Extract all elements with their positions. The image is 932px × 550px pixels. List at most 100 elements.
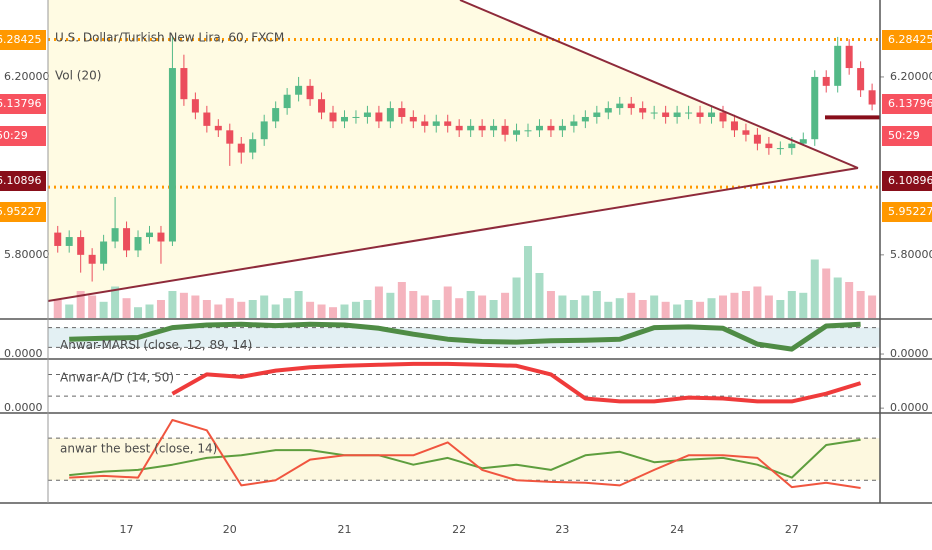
candle-body [237,143,245,153]
price-badge-label: 6.28425 [888,33,932,46]
volume-bar [294,291,303,318]
volume-bar [386,292,395,318]
volume-bar [191,295,200,318]
candle-body [719,112,727,122]
candle-body [501,125,509,135]
volume-bar [581,295,590,318]
volume-bar [707,298,716,318]
price-badge [882,171,932,191]
y-tick-label: 0.0000 [890,347,929,360]
indicator-line [69,321,861,352]
volume-bar [638,300,647,318]
candle-body [145,232,153,238]
candle-body [513,130,521,135]
candle-body [352,116,360,118]
indicator-line [69,419,861,489]
volume-bar [822,268,831,318]
volume-bar [168,291,177,318]
candle-body [799,139,807,144]
indicator-line [171,361,862,404]
volume-bar [604,301,613,318]
trend-line [47,167,859,302]
candle-body [123,228,131,251]
candle-body [616,103,624,109]
candle-body [662,112,670,117]
price-badge [0,94,46,114]
price-badge [0,30,46,50]
candle-body [363,112,371,117]
candle-body [685,112,693,114]
x-tick-label: 22 [452,523,466,536]
candle-body [398,108,406,117]
volume-bar [455,298,464,318]
indicator-line [69,438,861,479]
candle-body [811,76,819,140]
candle-body [742,130,750,135]
candle-body [868,90,876,105]
candle-body [88,254,96,264]
volume-bar [271,304,280,318]
x-tick-label: 24 [670,523,684,536]
volume-bar [443,286,452,318]
volume-bar [374,286,383,318]
volume-bar [88,295,97,318]
candle-body [100,241,108,264]
candle-body [77,237,85,255]
x-tick-label: 21 [337,523,351,536]
y-tick-label: 5.80000 [890,248,932,261]
candle-body [776,148,784,150]
volume-bar [684,300,693,318]
price-badge-label: 50:29 [888,129,920,142]
candle-body [570,121,578,126]
level-band [48,438,880,481]
volume-bar [248,300,257,318]
volume-bar [351,301,360,318]
candle-body [180,68,188,100]
candle-body [386,108,394,122]
candle-body [708,112,716,117]
price-badge [882,202,932,222]
price-badge-label: 6.28425 [0,33,42,46]
volume-bar [569,300,578,318]
volume-bar [214,304,223,318]
volume-bar [53,300,62,318]
volume-bar [845,282,854,318]
volume-bar [868,295,877,318]
candle-body [604,108,612,113]
price-badge-label: 50:29 [0,129,28,142]
price-badge-label: 6.10896 [888,174,932,187]
candle-body [593,112,601,117]
y-tick-label: 0.0000 [4,347,43,360]
candle-body [65,237,73,246]
x-tick-label: 20 [223,523,237,536]
volume-bar [260,295,269,318]
candle-body [639,108,647,113]
volume-bar [741,291,750,318]
volume-bar [512,277,521,318]
y-tick-label: 6.20000 [890,70,932,83]
candle-body [214,125,222,131]
volume-bar [787,291,796,318]
price-badge [882,126,932,146]
volume-bar [202,300,211,318]
candle-body [788,143,796,149]
candle-body [857,68,865,91]
indicator-title: anwar the best (close, 14) [60,442,217,456]
volume-bar [283,298,292,318]
volume-bar [179,292,188,318]
volume-bar [856,291,865,318]
candle-body [191,99,199,113]
x-tick-label: 27 [785,523,799,536]
candle-body [318,99,326,113]
y-tick-label: 5.80000 [4,248,50,261]
candle-body [834,45,842,86]
volume-bar [615,298,624,318]
candle-body [203,112,211,126]
volume-bar [340,304,349,318]
volume-bar [134,307,143,318]
price-badge-label: 6.13796 [888,97,932,110]
volume-bar [329,307,338,318]
candle-body [409,116,417,122]
volume-bar [489,300,498,318]
volume-bar [409,291,418,318]
